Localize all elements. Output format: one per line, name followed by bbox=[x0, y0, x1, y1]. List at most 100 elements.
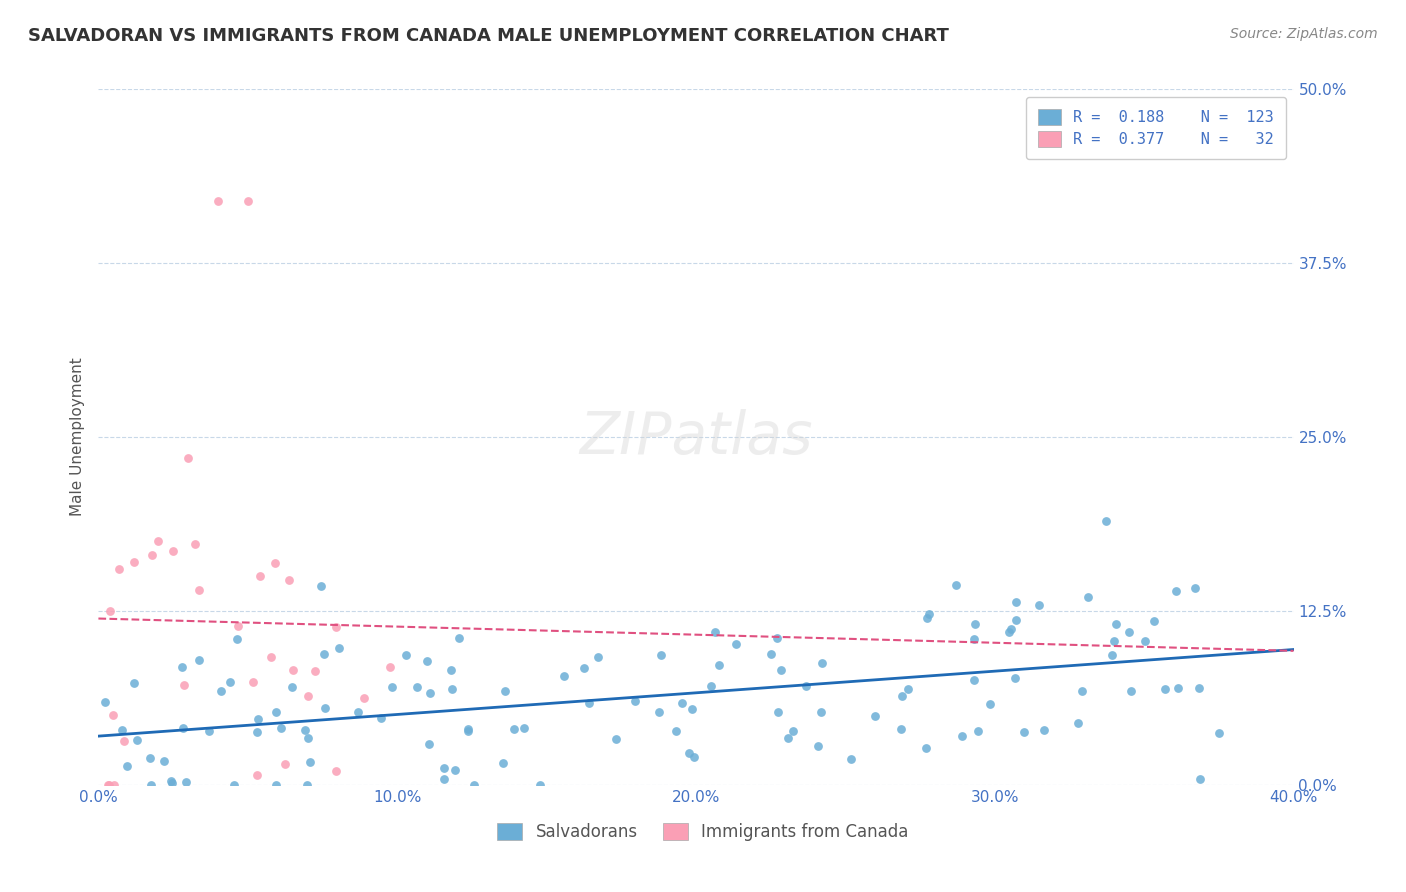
Point bbox=[264, 705, 287, 719]
Point bbox=[162, 544, 184, 558]
Point bbox=[605, 732, 627, 747]
Point bbox=[441, 681, 464, 696]
Point bbox=[378, 660, 401, 674]
Point bbox=[209, 684, 232, 698]
Point bbox=[295, 778, 318, 792]
Point bbox=[264, 556, 287, 570]
Point bbox=[325, 619, 347, 633]
Point bbox=[328, 641, 350, 656]
Point bbox=[219, 674, 242, 689]
Point bbox=[759, 647, 782, 661]
Point bbox=[1028, 598, 1050, 612]
Point bbox=[865, 709, 887, 723]
Point bbox=[766, 705, 789, 719]
Point bbox=[945, 578, 967, 592]
Point bbox=[108, 562, 131, 576]
Point bbox=[891, 690, 914, 704]
Point bbox=[967, 724, 990, 739]
Point bbox=[778, 731, 800, 746]
Point bbox=[207, 194, 229, 208]
Point bbox=[226, 618, 249, 632]
Point bbox=[457, 722, 479, 736]
Point bbox=[782, 724, 804, 739]
Point bbox=[304, 665, 326, 679]
Point bbox=[915, 611, 938, 625]
Point bbox=[270, 721, 292, 735]
Point bbox=[297, 689, 319, 703]
Point bbox=[1133, 633, 1156, 648]
Point bbox=[794, 679, 817, 693]
Point bbox=[810, 705, 832, 719]
Point bbox=[127, 733, 149, 747]
Point bbox=[440, 663, 463, 677]
Point bbox=[174, 775, 197, 789]
Point bbox=[839, 752, 862, 766]
Point bbox=[187, 653, 209, 667]
Point bbox=[650, 648, 672, 663]
Point bbox=[294, 723, 316, 737]
Point bbox=[703, 625, 725, 640]
Point bbox=[111, 723, 134, 737]
Point bbox=[416, 654, 439, 668]
Point bbox=[578, 696, 600, 710]
Point bbox=[1094, 514, 1116, 528]
Point bbox=[503, 722, 526, 736]
Point bbox=[1118, 624, 1140, 639]
Point bbox=[103, 708, 125, 723]
Y-axis label: Male Unemployment: Male Unemployment bbox=[69, 358, 84, 516]
Point bbox=[162, 775, 184, 789]
Point bbox=[1188, 772, 1211, 786]
Point bbox=[707, 658, 730, 673]
Point bbox=[188, 582, 211, 597]
Point bbox=[236, 194, 259, 208]
Point bbox=[1119, 684, 1142, 698]
Point bbox=[769, 663, 792, 677]
Point bbox=[678, 746, 700, 760]
Point bbox=[512, 721, 534, 735]
Point bbox=[457, 723, 479, 738]
Point bbox=[1208, 725, 1230, 739]
Point bbox=[1004, 671, 1026, 685]
Point bbox=[965, 616, 987, 631]
Point bbox=[273, 756, 295, 771]
Point bbox=[494, 684, 516, 698]
Text: SALVADORAN VS IMMIGRANTS FROM CANADA MALE UNEMPLOYMENT CORRELATION CHART: SALVADORAN VS IMMIGRANTS FROM CANADA MAL… bbox=[28, 27, 949, 45]
Point bbox=[325, 764, 347, 778]
Point bbox=[247, 713, 270, 727]
Point bbox=[1154, 681, 1177, 696]
Point bbox=[184, 537, 207, 551]
Point bbox=[93, 695, 115, 709]
Point bbox=[671, 696, 693, 710]
Point bbox=[1077, 590, 1099, 604]
Point bbox=[139, 750, 162, 764]
Point bbox=[198, 724, 221, 739]
Point bbox=[811, 656, 834, 670]
Point bbox=[395, 648, 418, 663]
Point bbox=[103, 778, 125, 792]
Point bbox=[1101, 648, 1123, 663]
Point bbox=[173, 678, 195, 692]
Point bbox=[890, 722, 912, 736]
Point bbox=[264, 778, 287, 792]
Point bbox=[897, 681, 920, 696]
Point bbox=[246, 725, 269, 739]
Point bbox=[370, 711, 392, 725]
Point bbox=[915, 741, 938, 756]
Point bbox=[281, 680, 304, 694]
Point bbox=[98, 778, 121, 792]
Point bbox=[297, 731, 319, 745]
Point bbox=[96, 778, 118, 792]
Point bbox=[683, 749, 706, 764]
Point bbox=[159, 774, 181, 789]
Point bbox=[1000, 622, 1022, 636]
Point bbox=[124, 555, 146, 569]
Point bbox=[141, 778, 163, 792]
Point bbox=[1070, 683, 1092, 698]
Point bbox=[1067, 716, 1090, 731]
Point bbox=[1105, 616, 1128, 631]
Point bbox=[98, 604, 121, 618]
Point bbox=[148, 534, 170, 549]
Point bbox=[553, 668, 575, 682]
Point bbox=[979, 698, 1001, 712]
Point bbox=[1012, 724, 1035, 739]
